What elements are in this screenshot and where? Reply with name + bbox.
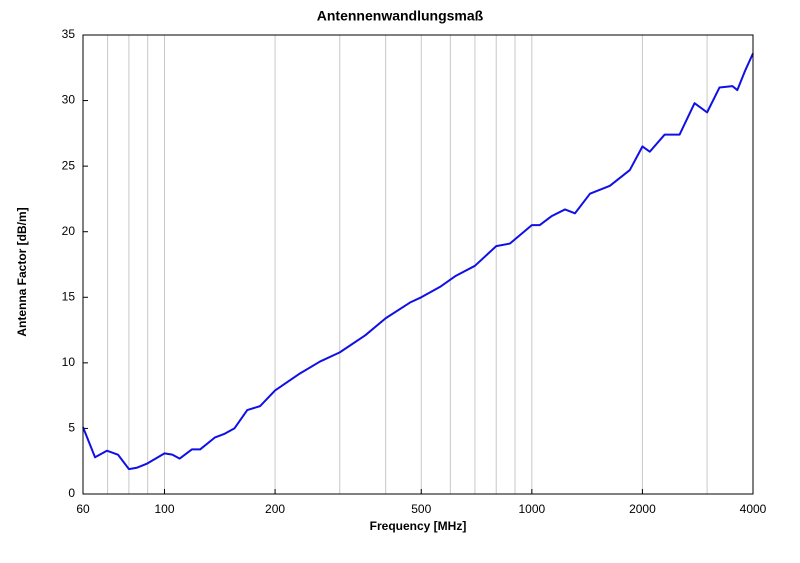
x-tick-label: 60	[76, 502, 90, 516]
x-tick-label: 500	[411, 502, 431, 516]
y-tick-label: 20	[62, 224, 76, 238]
chart-title: Antennenwandlungsmaß	[317, 8, 484, 24]
y-tick-label: 25	[62, 158, 76, 172]
y-tick-label: 10	[62, 355, 76, 369]
x-tick-label: 1000	[518, 502, 545, 516]
y-tick-label: 0	[68, 486, 75, 500]
y-tick-label: 5	[68, 421, 75, 435]
x-tick-label: 4000	[740, 502, 767, 516]
plot-frame	[82, 34, 754, 495]
x-tick-label: 2000	[629, 502, 656, 516]
x-axis-label: Frequency [MHz]	[370, 519, 467, 533]
y-tick-label: 30	[62, 93, 76, 107]
y-tick-label: 15	[62, 289, 76, 303]
x-tick-label: 200	[265, 502, 285, 516]
y-axis-label: Antenna Factor [dB/m]	[15, 207, 29, 336]
y-tick-label: 35	[62, 27, 76, 41]
data-line	[82, 52, 754, 471]
x-tick-label: 100	[154, 502, 174, 516]
